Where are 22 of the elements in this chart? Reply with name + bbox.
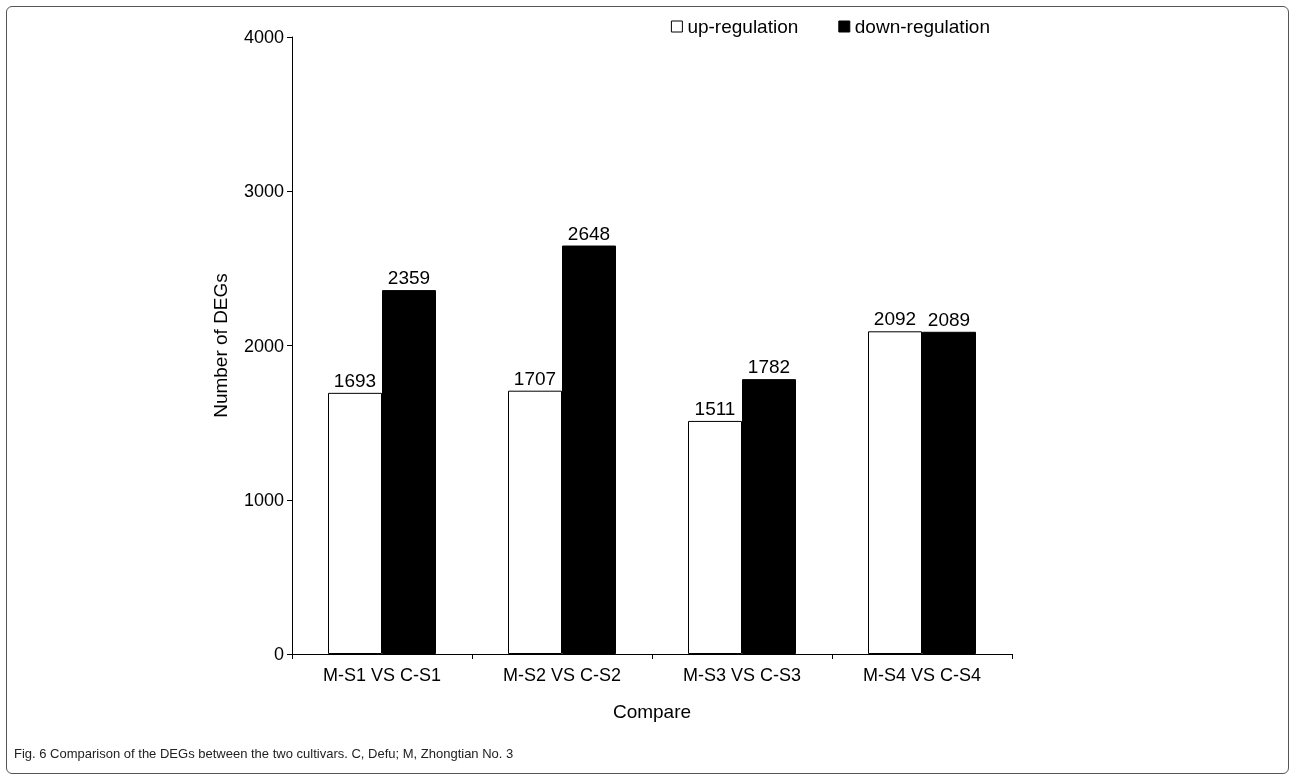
y-tick-label: 4000 <box>243 27 284 47</box>
y-axis-title: Number of DEGs <box>210 273 231 418</box>
y-tick-label: 0 <box>273 644 284 664</box>
data-label: 2092 <box>873 308 917 330</box>
data-label: 2089 <box>927 308 971 330</box>
x-axis-title: Compare <box>612 701 692 722</box>
legend-label: up-regulation <box>687 16 799 37</box>
caption: Fig. 6 Comparison of the DEGs between the two cultivars. C, Defu; M, Zhongtian No. 3 <box>14 746 514 761</box>
legend-label: down-regulation <box>854 16 990 37</box>
data-label: 1693 <box>333 369 377 391</box>
x-tick-label: M-S1 VS C-S1 <box>322 665 442 685</box>
data-label: 2359 <box>387 267 431 289</box>
data-label: 1511 <box>694 397 736 419</box>
x-tick-label: M-S2 VS C-S2 <box>502 665 622 685</box>
data-label: 1782 <box>747 356 791 378</box>
data-label: 1707 <box>513 367 557 389</box>
y-tick-label: 3000 <box>243 181 284 202</box>
y-tick-label: 1000 <box>243 489 284 510</box>
y-tick-label: 2000 <box>243 335 284 356</box>
x-tick-label: M-S3 VS C-S3 <box>682 665 802 685</box>
x-tick-label: M-S4 VS C-S4 <box>862 665 982 685</box>
data-label: 2648 <box>567 222 611 244</box>
